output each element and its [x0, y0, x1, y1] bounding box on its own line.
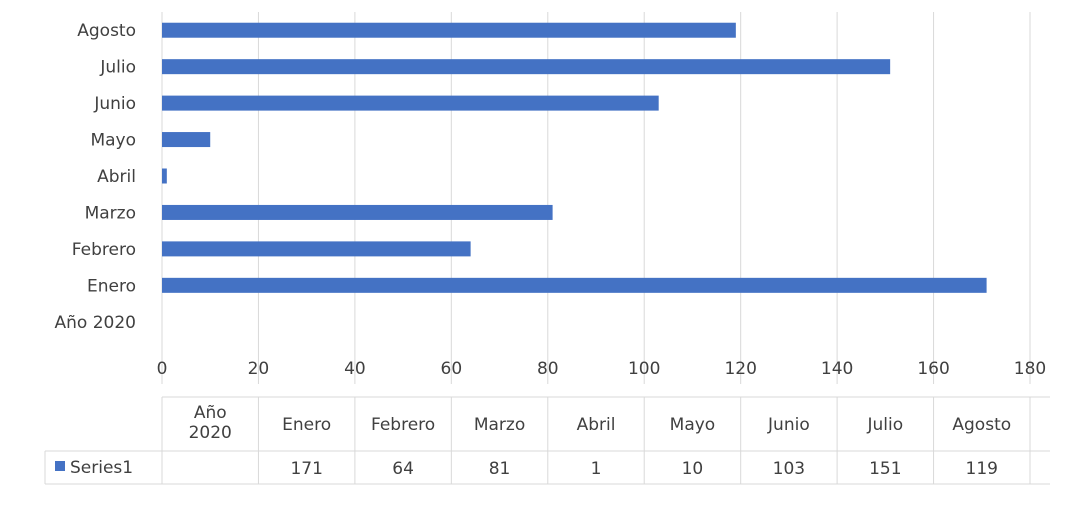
x-tick-label-60: 60 — [441, 359, 463, 379]
table-header-cell: Enero — [282, 415, 331, 435]
table-value-cell: 103 — [773, 459, 805, 479]
table-value-cell: 151 — [869, 459, 901, 479]
category-label: Febrero — [72, 240, 136, 260]
bar-abril — [162, 168, 167, 184]
legend-swatch — [55, 461, 65, 471]
x-tick-label-180: 180 — [1014, 359, 1046, 379]
table-header-cell: Año 2020 — [189, 403, 232, 443]
table-value-cell: 64 — [392, 459, 414, 479]
category-label: Julio — [99, 58, 136, 78]
x-tick-label-100: 100 — [628, 359, 660, 379]
table-header-cell: Junio — [767, 415, 810, 435]
category-label: Enero — [87, 276, 136, 296]
table-header-cell: Marzo — [474, 415, 525, 435]
x-tick-label-40: 40 — [344, 359, 366, 379]
x-tick-label-140: 140 — [821, 359, 853, 379]
category-label: Junio — [93, 94, 136, 114]
bar-julio — [162, 59, 891, 75]
bar-enero — [162, 277, 987, 293]
x-tick-label-120: 120 — [724, 359, 756, 379]
legend-series-label: Series1 — [70, 458, 133, 478]
x-tick-label-0: 0 — [157, 359, 168, 379]
bar-mayo — [162, 132, 211, 148]
table-value-cell: 10 — [682, 459, 704, 479]
category-label: Agosto — [77, 21, 136, 41]
table-header-cell: Abril — [577, 415, 616, 435]
table-header-cell: Julio — [867, 415, 904, 435]
x-tick-label-20: 20 — [248, 359, 270, 379]
table-value-cell: 81 — [489, 459, 511, 479]
bar-junio — [162, 95, 659, 111]
category-label: Abril — [97, 167, 136, 187]
category-label: Marzo — [85, 203, 136, 223]
category-label: Año 2020 — [55, 313, 136, 333]
table-value-cell: 171 — [290, 459, 322, 479]
x-tick-label-160: 160 — [917, 359, 949, 379]
x-tick-label-80: 80 — [537, 359, 559, 379]
table-value-cell: 119 — [966, 459, 998, 479]
bar-marzo — [162, 204, 553, 220]
bar-agosto — [162, 22, 736, 38]
table-header-cell: Mayo — [670, 415, 716, 435]
table-header-cell: Febrero — [371, 415, 435, 435]
bar-febrero — [162, 241, 471, 257]
table-header-cell: Agosto — [952, 415, 1011, 435]
category-label: Mayo — [90, 131, 136, 151]
table-value-cell: 1 — [591, 459, 602, 479]
